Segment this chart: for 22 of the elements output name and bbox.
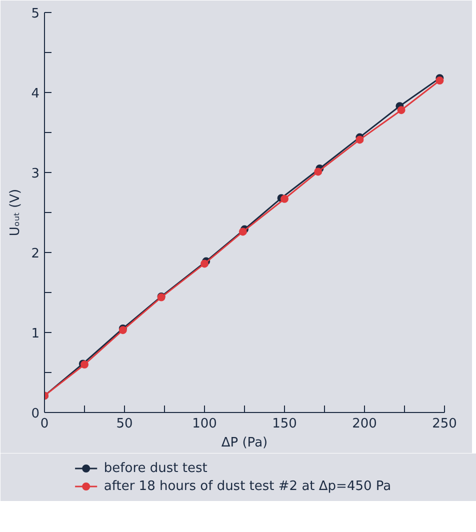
y-tick-label: 0 (31, 406, 40, 422)
y-axis-title: Uₒᵤₜ (V) (8, 188, 24, 236)
point (200, 260, 208, 268)
legend-label: after 18 hours of dust test #2 at Δp=450 Pa (104, 479, 392, 494)
point (280, 194, 288, 203)
x-tick-label: 50 (116, 416, 133, 432)
point (356, 136, 364, 144)
x-tick-label: 200 (352, 416, 377, 432)
point (397, 106, 406, 114)
legend-label: before dust test (104, 461, 208, 476)
y-tick-label: 4 (31, 86, 40, 102)
y-tick-label: 3 (31, 166, 40, 182)
x-axis-title: ΔP (Pa) (221, 436, 268, 450)
point (314, 168, 322, 176)
x-tick-label: 150 (272, 416, 297, 432)
x-tick-label: 100 (192, 416, 217, 432)
point (436, 76, 444, 84)
y-tick-label: 2 (31, 246, 40, 262)
y-tick-label: 5 (31, 6, 40, 22)
y-tick-label: 1 (31, 326, 40, 342)
point (238, 228, 247, 236)
x-tick-label: 250 (432, 416, 457, 432)
